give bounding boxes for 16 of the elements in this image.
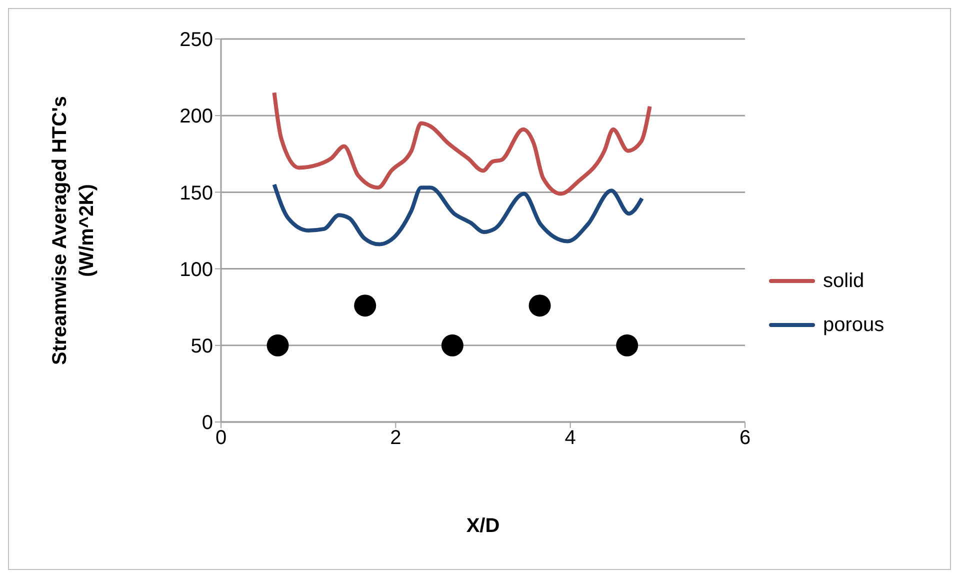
x-tick-label: 0: [215, 427, 227, 450]
x-tick-label: 2: [390, 427, 402, 450]
y-tick-label: 100: [180, 258, 213, 281]
line-series: [272, 182, 644, 246]
y-tick-label: 150: [180, 182, 213, 204]
y-tick-label: 200: [180, 106, 213, 128]
legend-label: porous: [823, 314, 884, 336]
legend-label: solid: [823, 270, 864, 292]
x-tick-label: 4: [564, 427, 576, 450]
y-tick-label: 0: [202, 412, 213, 434]
x-tick-label: 6: [739, 427, 751, 450]
x-axis-title: X/D: [466, 515, 500, 537]
y-axis-title: Streamwise Averaged HTC's (W/m^2K): [49, 96, 98, 365]
y-tick-label: 250: [180, 29, 213, 52]
line-series: [272, 90, 652, 196]
y-tick-label: 50: [190, 336, 213, 358]
